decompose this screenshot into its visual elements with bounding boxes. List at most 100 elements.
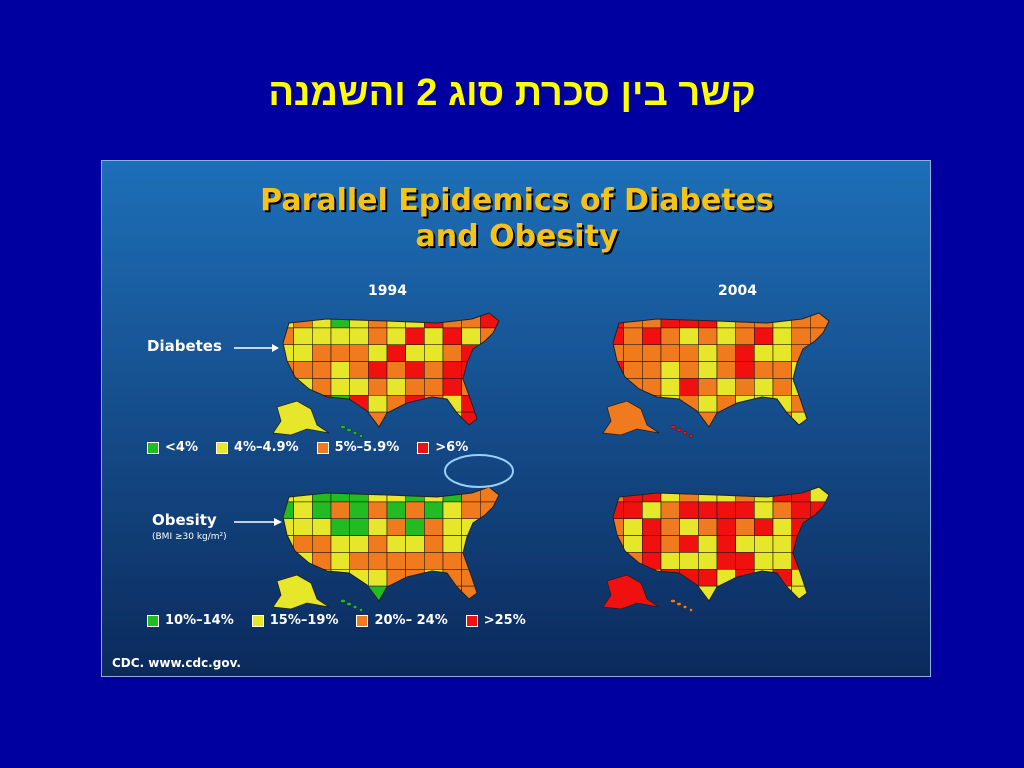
state-cell (293, 378, 313, 396)
state-cell (330, 535, 351, 553)
state-cell (641, 327, 662, 346)
state-cell (791, 569, 811, 587)
legend-label: <4% (165, 440, 198, 455)
state-cell (623, 344, 643, 362)
state-cell (623, 361, 643, 379)
state-cell (641, 361, 662, 379)
state-cell (442, 569, 463, 587)
state-cell (735, 487, 755, 503)
state-cell (480, 344, 499, 362)
state-cell (660, 535, 681, 553)
state-cell (623, 487, 643, 503)
state-cell (424, 327, 444, 346)
state-cell (679, 327, 699, 346)
legend-label: >25% (483, 613, 526, 628)
map-obesity-2004 (602, 486, 830, 612)
state-cell (772, 535, 793, 553)
legend-label: 10%–14% (165, 613, 234, 628)
state-cell (791, 327, 811, 346)
state-cell (480, 395, 499, 413)
state-cell (293, 313, 313, 329)
state-cell (405, 395, 425, 413)
state-cell (424, 501, 444, 520)
state-cell (442, 395, 463, 413)
state-cell (754, 518, 774, 536)
state-cell (660, 361, 681, 379)
state-cell (386, 395, 407, 413)
slide-title: קשר בין סכרת סוג 2 והשמנה (268, 72, 756, 114)
state-cell (791, 501, 811, 520)
state-cell (641, 344, 662, 362)
state-cell (698, 569, 718, 587)
state-cell (424, 411, 444, 427)
legend-swatch (465, 614, 478, 627)
legend-swatch (147, 614, 159, 627)
state-cell (424, 378, 444, 396)
state-cell (698, 361, 718, 379)
state-cell (405, 535, 425, 553)
state-cell (386, 327, 407, 346)
hawaii-island (682, 605, 688, 609)
figure-title-line1: Parallel Epidemics of Diabetes (260, 183, 774, 218)
state-cell (679, 585, 699, 601)
state-cell (405, 569, 425, 587)
state-cell (754, 344, 774, 362)
state-cell (772, 344, 793, 362)
state-cell (735, 411, 755, 427)
state-cell (311, 378, 332, 396)
state-cell (283, 535, 295, 553)
state-cell (772, 327, 793, 346)
state-cell (442, 313, 463, 329)
year-label-2004: 2004 (718, 283, 757, 299)
hawaii-island (340, 425, 346, 429)
state-cell (679, 361, 699, 379)
state-cell (311, 344, 332, 362)
state-cell (623, 518, 643, 536)
state-cell (623, 501, 643, 520)
state-cell (810, 361, 829, 379)
state-cell (772, 361, 793, 379)
state-cell (386, 518, 407, 536)
hawaii-island (359, 608, 363, 612)
state-cell (480, 378, 499, 396)
legend-item: <4% (147, 440, 198, 455)
state-cell (405, 313, 425, 329)
state-cell (810, 552, 829, 570)
us-outline (612, 312, 830, 428)
legend-label: 4%–4.9% (233, 440, 299, 455)
legend-swatch (417, 441, 430, 454)
state-cell (698, 411, 718, 427)
state-cell (810, 411, 829, 427)
map-diabetes-1994 (272, 312, 500, 438)
state-cell (311, 361, 332, 379)
state-cell (772, 518, 793, 536)
state-cell (623, 552, 643, 570)
state-cell (461, 535, 481, 553)
state-cell (641, 535, 662, 553)
state-cell (679, 535, 699, 553)
state-cell (660, 378, 681, 396)
state-cell (641, 569, 662, 587)
state-cell (480, 552, 499, 570)
hawaii-island (676, 602, 682, 606)
state-cell (405, 378, 425, 396)
legend-swatch (147, 441, 159, 454)
state-cell (283, 552, 295, 570)
state-cell (368, 411, 388, 427)
state-cell (772, 378, 793, 396)
state-cell (405, 487, 425, 503)
state-cell (283, 327, 295, 346)
obesity-legend: 10%–14% 15%–19% 20%– 24% >25% (147, 613, 526, 628)
state-cell (368, 378, 388, 396)
state-cell (641, 552, 662, 570)
state-cell (613, 361, 625, 379)
state-cell (349, 411, 369, 427)
alaska (272, 400, 330, 436)
us-outline (612, 486, 830, 602)
state-cell (386, 552, 407, 570)
state-cell (791, 361, 811, 379)
state-cell (424, 361, 444, 379)
state-cell (791, 552, 811, 570)
hawaii-island (676, 428, 682, 432)
state-cell (716, 518, 737, 536)
